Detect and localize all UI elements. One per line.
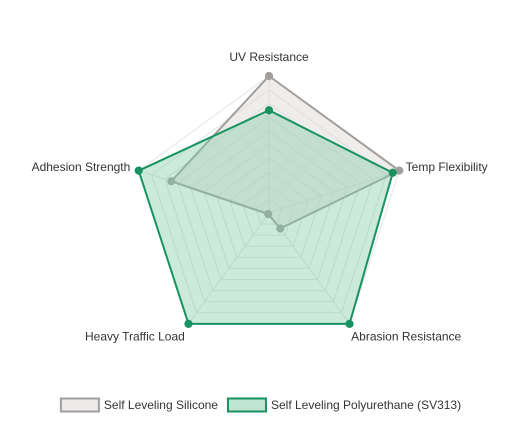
grid-ring xyxy=(164,102,374,303)
data-point-self-leveling-polyurethane-sv313-adhesion-strength[interactable] xyxy=(134,166,143,175)
data-point-self-leveling-polyurethane-sv313-uv-resistance[interactable] xyxy=(264,106,274,115)
grid-ring xyxy=(216,157,322,258)
axis-line-temp-flexibility xyxy=(268,170,400,214)
grid-ring xyxy=(255,198,283,225)
radar-series-layer xyxy=(134,71,404,328)
series-area-self-leveling-silicone[interactable] xyxy=(170,75,401,230)
axis-label-abrasion-resistance: Abrasion Resistance xyxy=(351,330,461,344)
radar-grid xyxy=(138,75,400,325)
legend-label-self-leveling-silicone: Self Leveling Silicone xyxy=(104,398,218,412)
data-point-self-leveling-silicone-heavy-traffic-load[interactable] xyxy=(264,210,273,219)
series-area-self-leveling-polyurethane-sv313[interactable] xyxy=(137,109,394,325)
data-point-self-leveling-polyurethane-sv313-temp-flexibility[interactable] xyxy=(388,168,397,177)
legend-swatch-self-leveling-polyurethane-sv313 xyxy=(226,397,267,413)
legend-label-self-leveling-polyurethane-sv313: Self Leveling Polyurethane (SV313) xyxy=(271,398,461,412)
axis-label-uv-resistance: UV Resistance xyxy=(229,50,309,64)
legend-item-self-leveling-polyurethane-sv313[interactable]: Self Leveling Polyurethane (SV313) xyxy=(226,397,461,413)
legend-swatch-self-leveling-silicone xyxy=(59,397,100,413)
data-point-self-leveling-silicone-adhesion-strength[interactable] xyxy=(167,177,176,186)
series-self-leveling-polyurethane-sv313[interactable] xyxy=(134,106,397,328)
legend-item-self-leveling-silicone[interactable]: Self Leveling Silicone xyxy=(59,397,218,413)
data-point-self-leveling-polyurethane-sv313-heavy-traffic-load[interactable] xyxy=(184,319,193,328)
data-point-self-leveling-silicone-uv-resistance[interactable] xyxy=(264,71,274,81)
axis-line-heavy-traffic-load xyxy=(188,212,270,325)
grid-ring xyxy=(203,143,335,269)
axis-label-heavy-traffic-load: Heavy Traffic Load xyxy=(85,330,185,344)
grid-ring xyxy=(190,130,348,280)
axis-labels: UV Resistance Temp Flexibility Abrasion Re… xyxy=(32,50,488,344)
axis-label-adhesion-strength: Adhesion Strength xyxy=(32,160,131,174)
grid-ring xyxy=(229,171,309,247)
legend[interactable]: Self Leveling Silicone Self Leveling Poly… xyxy=(59,397,461,413)
axis-label-temp-flexibility: Temp Flexibility xyxy=(406,160,488,174)
data-point-self-leveling-polyurethane-sv313-abrasion-resistance[interactable] xyxy=(345,319,354,328)
grid-ring xyxy=(242,184,296,236)
grid-ring xyxy=(177,116,361,292)
data-point-self-leveling-silicone-abrasion-resistance[interactable] xyxy=(276,224,285,233)
series-self-leveling-silicone[interactable] xyxy=(167,71,404,233)
